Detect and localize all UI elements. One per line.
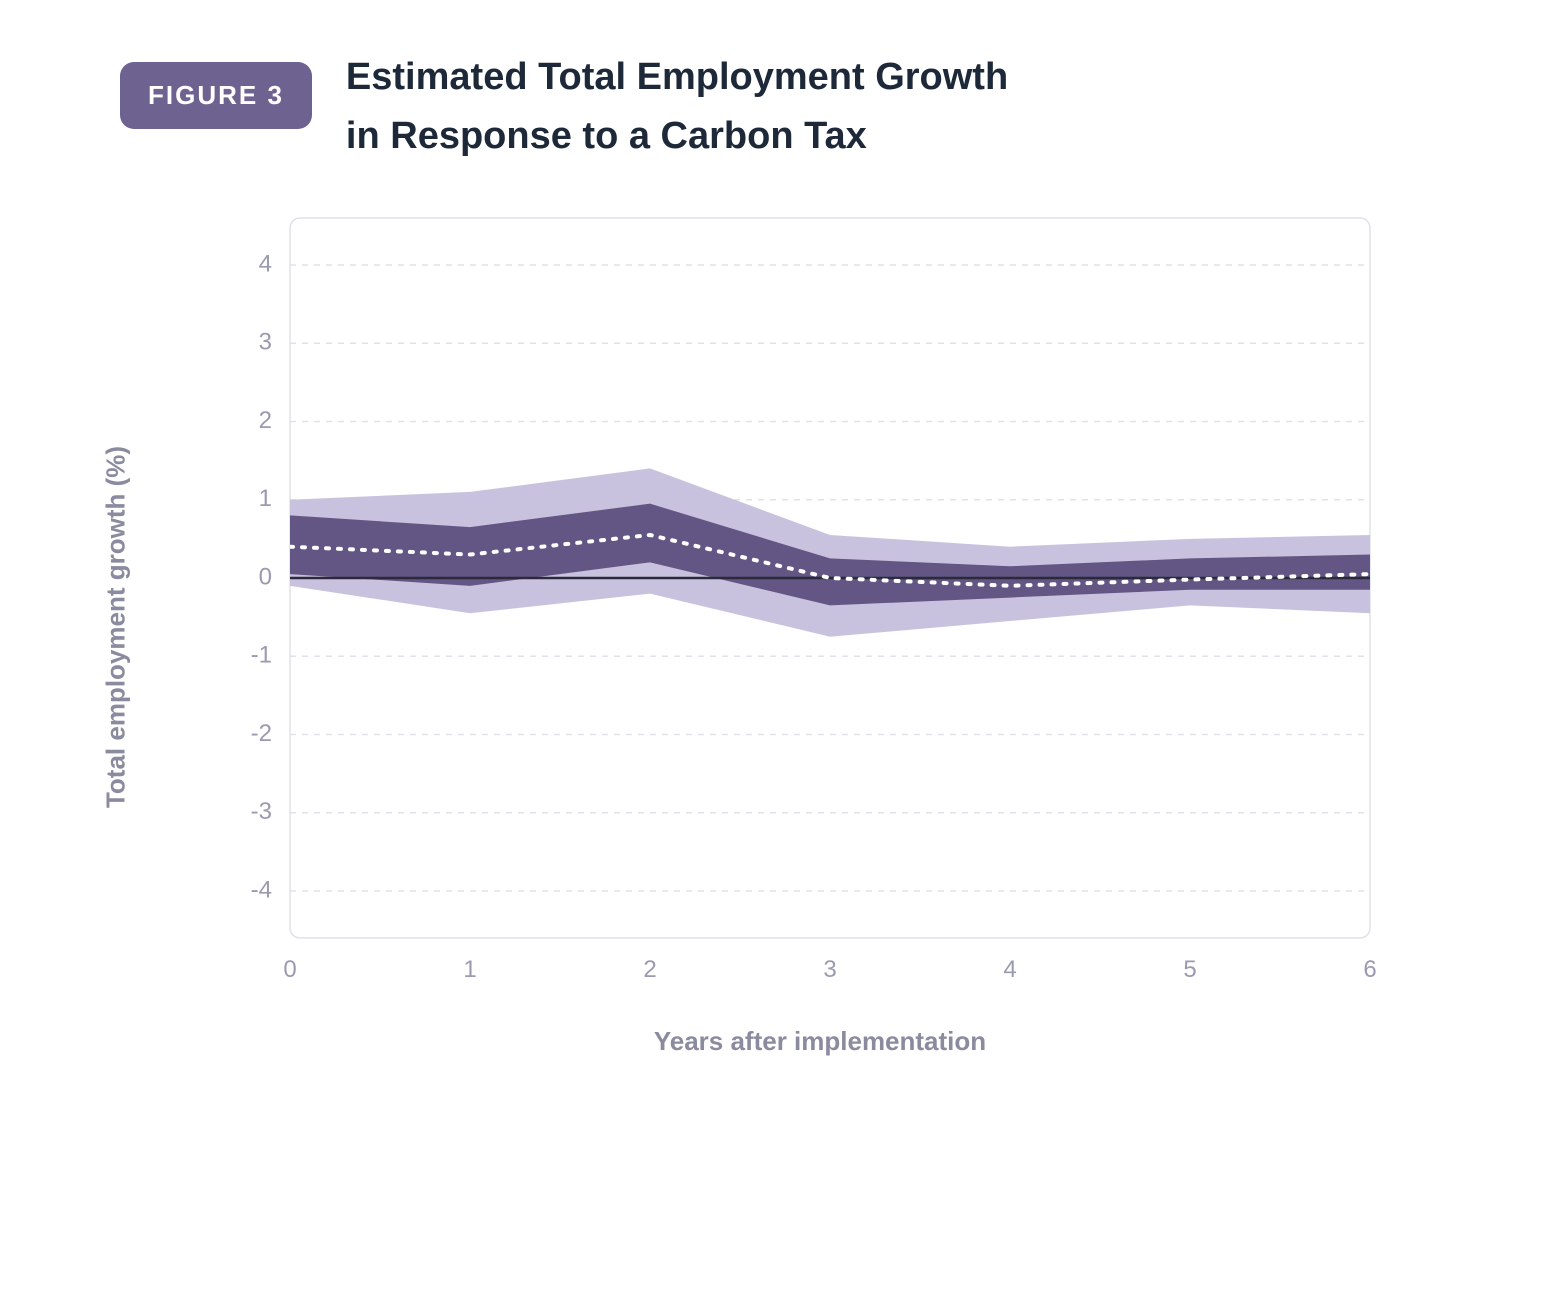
y-tick-label: -2 xyxy=(251,720,272,747)
y-tick-label: 0 xyxy=(259,563,272,590)
x-tick-label: 3 xyxy=(823,956,836,983)
x-axis-label: Years after implementation xyxy=(230,1026,1410,1057)
x-tick-label: 5 xyxy=(1183,956,1196,983)
x-tick-label: 0 xyxy=(283,956,296,983)
y-tick-label: 4 xyxy=(259,250,272,277)
x-tick-label: 1 xyxy=(463,956,476,983)
y-axis-label: Total employment growth (%) xyxy=(101,446,132,808)
y-tick-label: -1 xyxy=(251,641,272,668)
y-tick-label: 3 xyxy=(259,328,272,355)
x-tick-label: 2 xyxy=(643,956,656,983)
figure-title: Estimated Total Employment Growth in Res… xyxy=(346,48,1008,166)
title-line-1: Estimated Total Employment Growth xyxy=(346,48,1008,107)
title-line-2: in Response to a Carbon Tax xyxy=(346,107,1008,166)
x-tick-label: 6 xyxy=(1363,956,1376,983)
plot-outer: -4 -3 -2 -1 0 1 2 3 4 0 1 2 3 4 5 6 Years after impleme… xyxy=(230,198,1410,1057)
y-tick-label: -3 xyxy=(251,798,272,825)
y-tick-label: -4 xyxy=(251,876,272,903)
figure-badge: FIGURE 3 xyxy=(120,62,312,129)
y-tick-label: 2 xyxy=(259,407,272,434)
chart-svg: -4 -3 -2 -1 0 1 2 3 4 0 1 2 3 4 5 6 xyxy=(230,198,1390,998)
chart-area: Total employment growth (%) -4-3-2-10123… xyxy=(120,198,1494,1057)
figure-container: FIGURE 3 Estimated Total Employment Grow… xyxy=(0,0,1554,1304)
x-tick-label: 4 xyxy=(1003,956,1016,983)
figure-header: FIGURE 3 Estimated Total Employment Grow… xyxy=(120,48,1494,166)
y-tick-label: 1 xyxy=(259,485,272,512)
